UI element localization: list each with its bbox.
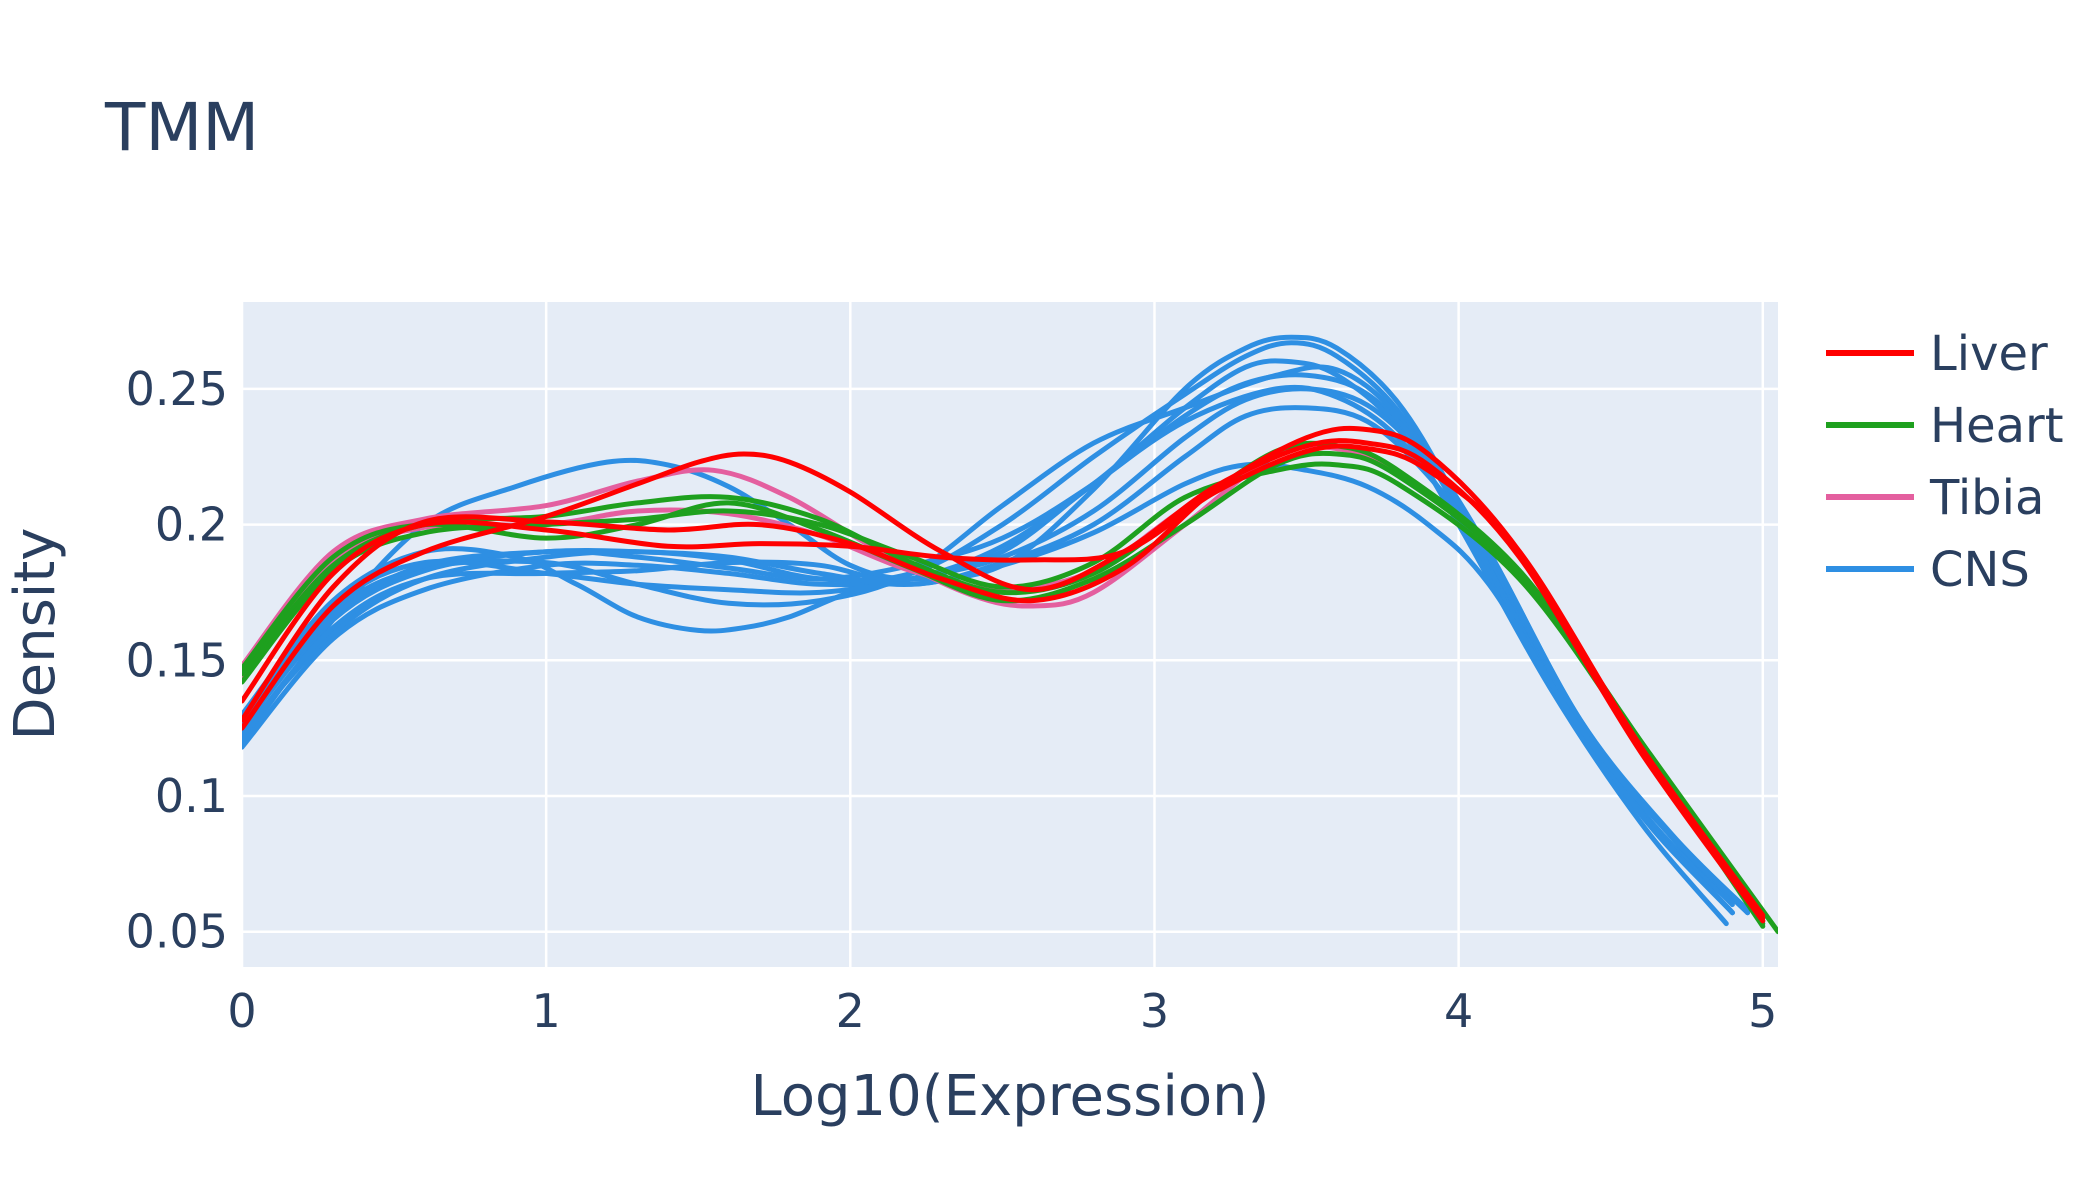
legend-label-cns: CNS	[1930, 542, 2030, 598]
y-tick-label: 0.2	[155, 498, 228, 552]
series-line-liver	[242, 438, 1766, 924]
x-tick-label: 3	[1140, 984, 1169, 1038]
y-axis-title: Density	[3, 528, 68, 741]
x-tick-label: 1	[532, 984, 561, 1038]
y-tick-labels: 0.05 0.1 0.15 0.2 0.25	[126, 362, 228, 959]
series-lines	[242, 334, 1778, 935]
series-line-cns	[242, 384, 1735, 916]
legend-label-liver: Liver	[1930, 326, 2048, 382]
legend-label-heart: Heart	[1930, 398, 2064, 454]
x-tick-label: 5	[1748, 984, 1777, 1038]
series-line-cns	[242, 461, 1751, 913]
series-line-cns	[242, 386, 1751, 913]
y-tick-label: 0.15	[126, 633, 228, 687]
legend-label-tibia: Tibia	[1929, 470, 2044, 526]
y-tick-label: 0.05	[126, 905, 228, 959]
x-tick-label: 4	[1444, 984, 1473, 1038]
chart-title: TMM	[104, 89, 259, 166]
x-tick-label: 0	[227, 984, 256, 1038]
plot-area	[242, 302, 1778, 967]
x-tick-labels: 0 1 2 3 4 5	[227, 984, 1777, 1038]
series-line-liver	[242, 443, 1766, 918]
legend: Liver Heart Tibia CNS	[1826, 326, 2064, 598]
x-tick-label: 2	[836, 984, 865, 1038]
y-tick-label: 0.1	[155, 769, 228, 823]
x-axis-title: Log10(Expression)	[751, 1064, 1270, 1129]
x-gridlines	[240, 302, 1765, 967]
y-tick-label: 0.25	[126, 362, 228, 416]
